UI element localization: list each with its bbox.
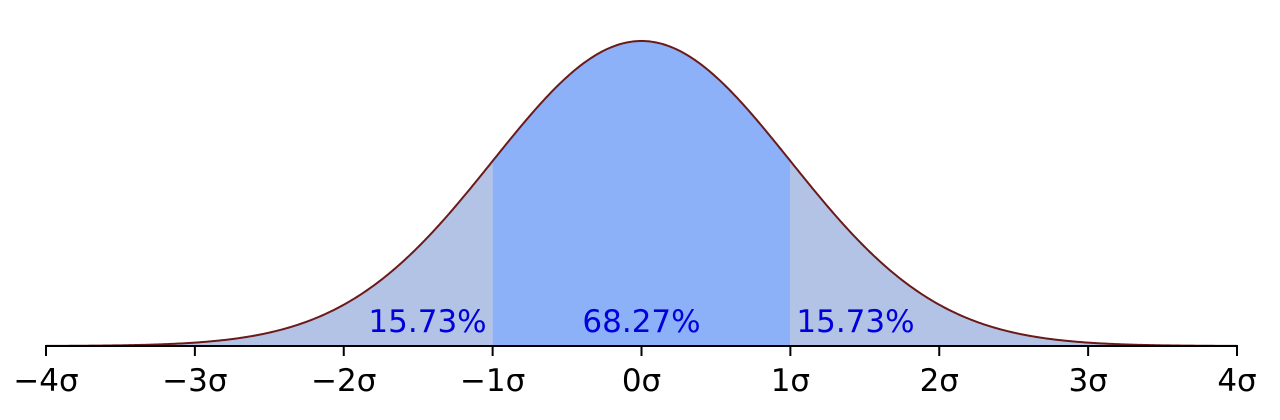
tick-label: 3σ: [1068, 363, 1107, 399]
percentage-label: 68.27%: [582, 304, 700, 340]
tick-label: 1σ: [771, 363, 810, 399]
tick-label: 0σ: [622, 363, 661, 399]
tick-label: −2σ: [311, 363, 376, 399]
region-0: [46, 161, 493, 346]
shaded-regions: [46, 41, 1237, 346]
density-curve: [45, 39, 1238, 347]
region-1: [492, 41, 791, 346]
tick-label: −4σ: [13, 363, 78, 399]
region-2: [790, 161, 1237, 346]
tick-label: −1σ: [460, 363, 525, 399]
percentage-labels: 15.73% 68.27% 15.73%: [368, 304, 914, 340]
tick-label: −3σ: [162, 363, 227, 399]
tick-label: 2σ: [920, 363, 959, 399]
x-axis-ticks: −4σ −3σ −2σ −1σ 0σ 1σ 2σ 3σ 4σ: [13, 346, 1257, 399]
percentage-label: 15.73%: [796, 304, 914, 340]
tick-label: 4σ: [1217, 363, 1256, 399]
percentage-label: 15.73%: [368, 304, 486, 340]
